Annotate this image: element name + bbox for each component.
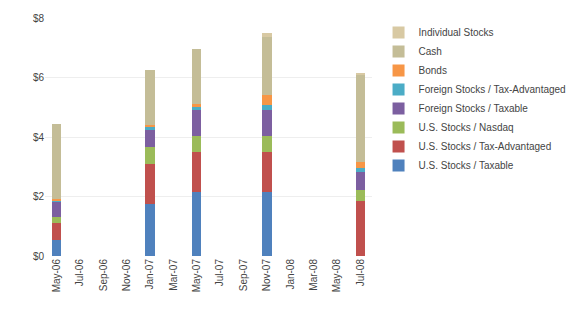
svg-text:Jul-07: Jul-07	[214, 259, 225, 287]
svg-text:Mar-07: Mar-07	[168, 259, 179, 291]
svg-text:Sep-06: Sep-06	[98, 259, 109, 292]
svg-text:$8: $8	[33, 13, 45, 24]
svg-text:May-08: May-08	[331, 259, 342, 293]
svg-text:Nov-07: Nov-07	[261, 259, 272, 292]
svg-text:$2: $2	[33, 191, 45, 202]
svg-text:Foreign Stocks / Tax-Advantage: Foreign Stocks / Tax-Advantaged	[419, 84, 566, 95]
svg-text:Jan-07: Jan-07	[144, 259, 155, 290]
svg-text:U.S. Stocks / Taxable: U.S. Stocks / Taxable	[419, 160, 514, 171]
svg-text:U.S. Stocks / Nasdaq: U.S. Stocks / Nasdaq	[419, 122, 514, 133]
svg-text:Sep-07: Sep-07	[238, 259, 249, 292]
svg-text:Mar-08: Mar-08	[308, 259, 319, 291]
svg-text:U.S. Stocks / Tax-Advantaged: U.S. Stocks / Tax-Advantaged	[419, 141, 552, 152]
svg-text:$6: $6	[33, 72, 45, 83]
svg-text:Individual Stocks: Individual Stocks	[419, 27, 494, 38]
svg-text:Jul-08: Jul-08	[355, 259, 366, 287]
svg-text:Jul-06: Jul-06	[74, 259, 85, 287]
svg-text:$4: $4	[33, 132, 45, 143]
svg-text:Cash: Cash	[419, 46, 442, 57]
svg-text:May-07: May-07	[191, 259, 202, 293]
svg-text:Jan-08: Jan-08	[285, 259, 296, 290]
svg-text:$0: $0	[33, 251, 45, 262]
svg-text:Foreign Stocks / Taxable: Foreign Stocks / Taxable	[419, 103, 529, 114]
svg-text:Nov-06: Nov-06	[121, 259, 132, 292]
svg-text:Bonds: Bonds	[419, 65, 447, 76]
svg-text:May-06: May-06	[51, 259, 62, 293]
